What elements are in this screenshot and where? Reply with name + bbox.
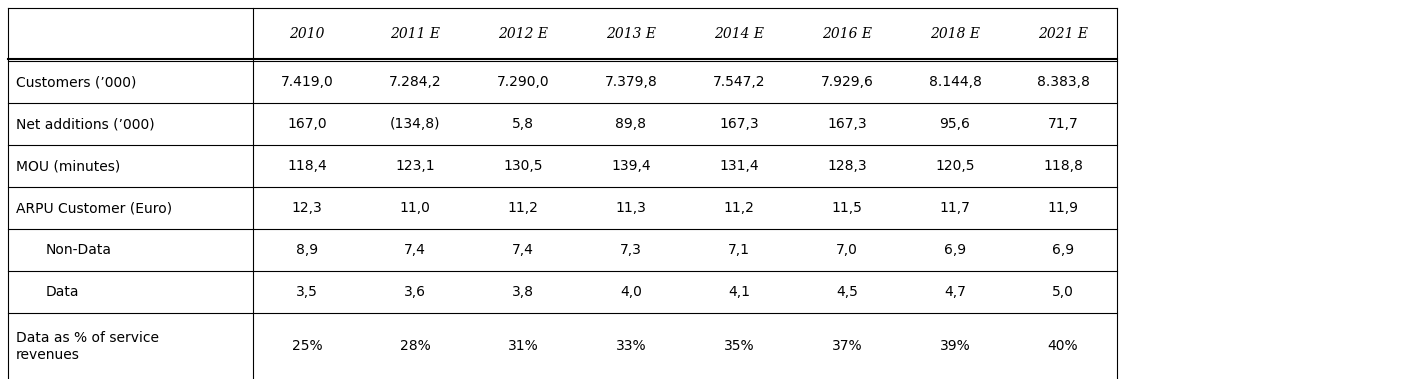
Text: Net additions (’000): Net additions (’000) <box>16 117 155 131</box>
Text: 2011 E: 2011 E <box>390 27 440 41</box>
Text: Data as % of service
revenues: Data as % of service revenues <box>16 331 159 362</box>
Text: 11,9: 11,9 <box>1047 201 1079 215</box>
Text: 8.383,8: 8.383,8 <box>1036 75 1090 89</box>
Text: 71,7: 71,7 <box>1047 117 1079 131</box>
Text: 7.419,0: 7.419,0 <box>280 75 333 89</box>
Text: 33%: 33% <box>616 340 646 354</box>
Text: 8.144,8: 8.144,8 <box>929 75 982 89</box>
Text: 11,0: 11,0 <box>400 201 430 215</box>
Text: 2012 E: 2012 E <box>498 27 548 41</box>
Text: 95,6: 95,6 <box>939 117 970 131</box>
Text: 118,4: 118,4 <box>287 159 327 173</box>
Text: 2016 E: 2016 E <box>822 27 872 41</box>
Text: 39%: 39% <box>939 340 970 354</box>
Text: 11,7: 11,7 <box>939 201 970 215</box>
Text: 7,4: 7,4 <box>404 243 425 257</box>
Text: 7,1: 7,1 <box>729 243 750 257</box>
Text: 28%: 28% <box>400 340 430 354</box>
Text: ARPU Customer (Euro): ARPU Customer (Euro) <box>16 201 172 215</box>
Text: 123,1: 123,1 <box>396 159 435 173</box>
Text: 11,2: 11,2 <box>723 201 754 215</box>
Text: 37%: 37% <box>831 340 862 354</box>
Text: Data: Data <box>46 285 80 299</box>
Text: 3,8: 3,8 <box>512 285 534 299</box>
Text: 118,8: 118,8 <box>1043 159 1083 173</box>
Text: 5,0: 5,0 <box>1052 285 1074 299</box>
Text: 167,3: 167,3 <box>719 117 758 131</box>
Text: 11,3: 11,3 <box>616 201 646 215</box>
Text: 2018 E: 2018 E <box>931 27 980 41</box>
Text: 6,9: 6,9 <box>943 243 966 257</box>
Text: MOU (minutes): MOU (minutes) <box>16 159 121 173</box>
Text: 6,9: 6,9 <box>1052 243 1074 257</box>
Text: 4,5: 4,5 <box>837 285 858 299</box>
Text: 12,3: 12,3 <box>292 201 323 215</box>
Text: 131,4: 131,4 <box>719 159 758 173</box>
Text: 7.929,6: 7.929,6 <box>821 75 874 89</box>
Text: 130,5: 130,5 <box>504 159 542 173</box>
Text: 2014 E: 2014 E <box>714 27 764 41</box>
Text: 167,0: 167,0 <box>287 117 327 131</box>
Text: 120,5: 120,5 <box>935 159 975 173</box>
Text: 7,4: 7,4 <box>512 243 534 257</box>
Text: 4,1: 4,1 <box>729 285 750 299</box>
Text: (134,8): (134,8) <box>390 117 440 131</box>
Text: 128,3: 128,3 <box>827 159 867 173</box>
Text: 7.547,2: 7.547,2 <box>713 75 766 89</box>
Text: 7,0: 7,0 <box>837 243 858 257</box>
Text: 4,0: 4,0 <box>620 285 642 299</box>
Text: 31%: 31% <box>508 340 538 354</box>
Text: Customers (’000): Customers (’000) <box>16 75 137 89</box>
Text: 40%: 40% <box>1047 340 1079 354</box>
Text: 2010: 2010 <box>289 27 324 41</box>
Text: 139,4: 139,4 <box>612 159 650 173</box>
Text: 11,2: 11,2 <box>508 201 538 215</box>
Text: 7.290,0: 7.290,0 <box>497 75 549 89</box>
Text: 35%: 35% <box>724 340 754 354</box>
Text: 8,9: 8,9 <box>296 243 319 257</box>
Text: 11,5: 11,5 <box>831 201 862 215</box>
Text: 3,5: 3,5 <box>296 285 317 299</box>
Text: 89,8: 89,8 <box>616 117 646 131</box>
Text: 2021 E: 2021 E <box>1037 27 1089 41</box>
Text: 25%: 25% <box>292 340 323 354</box>
Text: 167,3: 167,3 <box>827 117 867 131</box>
Text: 5,8: 5,8 <box>512 117 534 131</box>
Text: Non-Data: Non-Data <box>46 243 112 257</box>
Text: 7,3: 7,3 <box>620 243 642 257</box>
Text: 4,7: 4,7 <box>943 285 966 299</box>
Text: 2013 E: 2013 E <box>606 27 656 41</box>
Text: 3,6: 3,6 <box>404 285 425 299</box>
Text: 7.379,8: 7.379,8 <box>605 75 657 89</box>
Text: 7.284,2: 7.284,2 <box>388 75 441 89</box>
